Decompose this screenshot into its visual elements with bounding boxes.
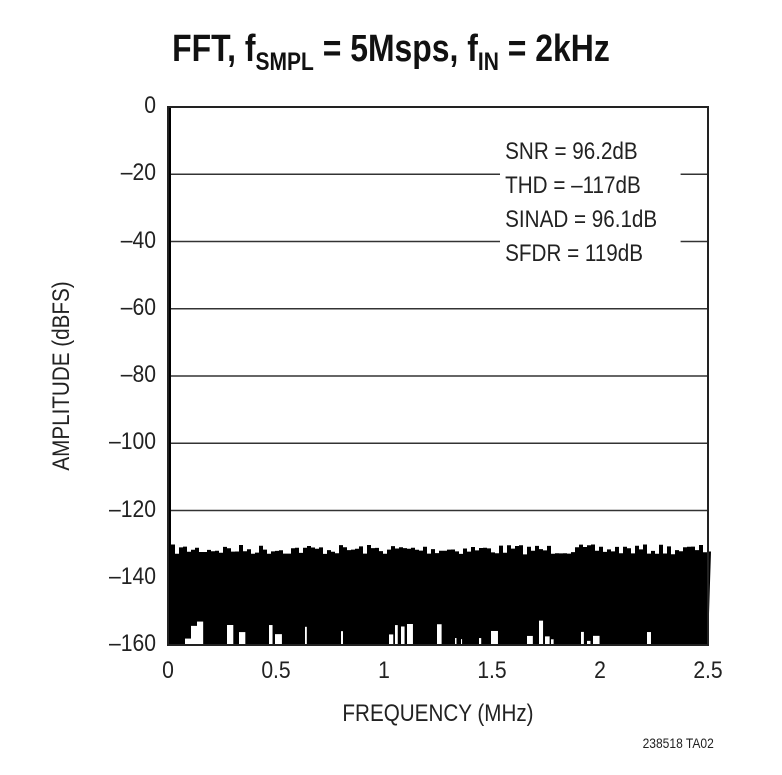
y-tick-label: –40 bbox=[94, 227, 156, 255]
y-tick-label: –100 bbox=[94, 428, 156, 456]
x-tick-label: 1.5 bbox=[457, 657, 527, 685]
stat-sfdr: SFDR = 119dB bbox=[500, 237, 681, 271]
x-tick-label: 2 bbox=[565, 657, 635, 685]
y-tick-label: –20 bbox=[94, 159, 156, 187]
x-tick-label: 0.5 bbox=[241, 657, 311, 685]
stat-snr: SNR = 96.2dB bbox=[500, 135, 681, 169]
y-tick-label: –60 bbox=[94, 294, 156, 322]
y-tick-label: 0 bbox=[94, 92, 156, 120]
x-tick-label: 0 bbox=[133, 657, 203, 685]
y-tick-label: –140 bbox=[94, 563, 156, 591]
figure-id: 238518 TA02 bbox=[643, 735, 714, 751]
y-tick-label: –120 bbox=[94, 496, 156, 524]
x-tick-label: 2.5 bbox=[673, 657, 743, 685]
y-tick-label: –80 bbox=[94, 361, 156, 389]
y-axis-label: AMPLITUDE (dBFS) bbox=[48, 281, 76, 470]
stats-box: SNR = 96.2dB THD = –117dB SINAD = 96.1dB… bbox=[500, 135, 710, 271]
stat-sinad: SINAD = 96.1dB bbox=[500, 203, 681, 237]
y-tick-label: –160 bbox=[94, 630, 156, 658]
x-axis-label: FREQUENCY (MHz) bbox=[61, 700, 782, 728]
x-tick-label: 1 bbox=[349, 657, 419, 685]
noise-floor bbox=[171, 545, 711, 646]
stat-thd: THD = –117dB bbox=[500, 169, 681, 203]
